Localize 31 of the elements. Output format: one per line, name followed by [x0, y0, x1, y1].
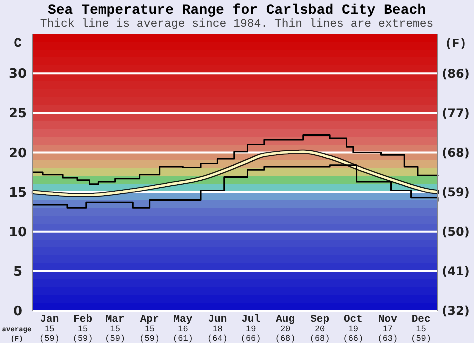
y-tick-label: 20	[8, 146, 28, 162]
x-tick-label: May 16 (61)	[173, 314, 194, 343]
y2-tick-label: (41)	[442, 264, 470, 279]
x-tick-label: Jan 15 (59)	[39, 314, 60, 343]
x-tick-label: Mar 15 (59)	[105, 314, 126, 343]
x-tick-label: Apr 15 (59)	[140, 314, 160, 343]
y2-tick-label: (50)	[442, 225, 470, 240]
x-tick-label: Aug 20 (68)	[275, 314, 296, 343]
y2-tick-label: (32)	[442, 304, 470, 318]
y-tick-label: 15	[8, 186, 28, 201]
y-tick-label: 5	[13, 264, 23, 280]
x-tick-label: Oct 19 (66)	[343, 314, 364, 343]
line-series	[32, 150, 440, 197]
chart-subtitle: Thick line is average since 1984. Thin lines are extremes	[40, 18, 434, 31]
x-tick-label: Feb 15 (59)	[72, 314, 94, 343]
x-tick-label: Dec 15 (59)	[411, 314, 432, 343]
y2-tick-label: (59)	[442, 185, 470, 200]
chart-title: Sea Temperature Range for Carlsbad City Beach	[48, 3, 426, 19]
y2-axis-title: (F)	[445, 37, 467, 51]
y2-tick-label: (68)	[442, 146, 470, 160]
x-tick-label: Jul 19 (66)	[240, 314, 262, 343]
y-tick-label: 0	[13, 304, 23, 320]
y2-tick-label: (77)	[442, 106, 470, 120]
y-tick-label: 10	[8, 225, 28, 240]
x-tick-label: Nov 17 (63)	[378, 314, 398, 343]
y-tick-label: 30	[8, 67, 28, 82]
y-axis-title: C	[14, 36, 22, 51]
y2-tick-label: (86)	[442, 66, 470, 81]
y-tick-label: 25	[8, 106, 28, 122]
x-tick-label: Sep 20 (68)	[310, 314, 330, 343]
x-tick-label: Jun 18 (64)	[207, 314, 228, 343]
